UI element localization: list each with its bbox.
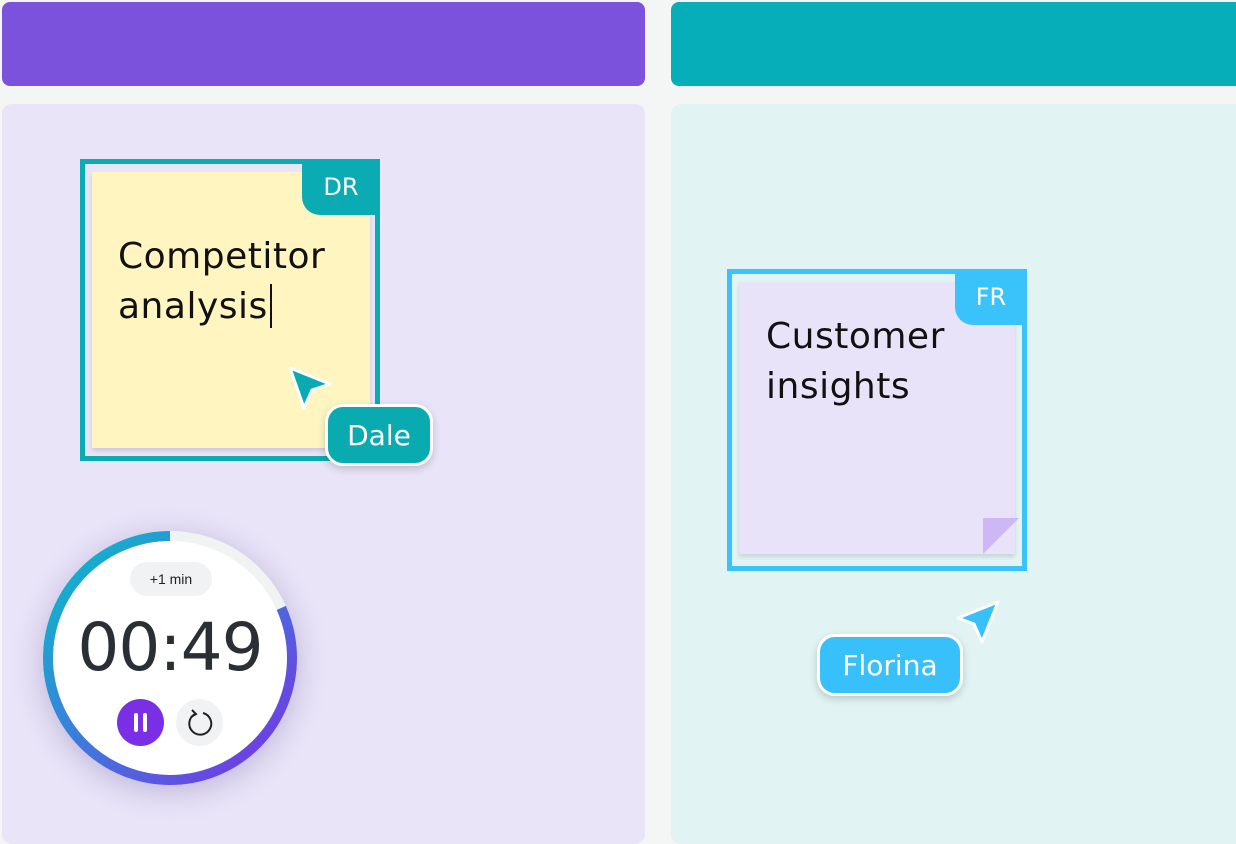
text-caret: [269, 284, 272, 328]
sticky-note-selection-frame[interactable]: [80, 159, 380, 461]
sticky-note-customer[interactable]: Customer insights: [739, 282, 1019, 554]
cursor-arrow-icon: [288, 366, 332, 410]
reset-button[interactable]: [176, 699, 223, 746]
pause-button[interactable]: [117, 699, 164, 746]
note-text-line[interactable]: Competitor: [118, 236, 326, 277]
note-text-line[interactable]: analysis: [118, 286, 268, 327]
pause-icon: [143, 713, 147, 732]
add-one-minute-button[interactable]: +1 min: [130, 562, 212, 596]
note-text-line[interactable]: insights: [766, 366, 911, 407]
sticky-note-competitor[interactable]: Competitor analysis: [92, 172, 370, 448]
timer-widget: +1 min 00:49: [43, 531, 297, 785]
note-text-line[interactable]: Customer: [766, 316, 945, 357]
timer-time: 00:49: [77, 609, 263, 686]
page-curl-icon: [983, 518, 1019, 554]
author-badge: FR: [955, 269, 1027, 325]
cursor-arrow-icon: [956, 600, 1000, 644]
collaborator-name-tag: Dale: [325, 404, 433, 466]
sticky-note-selection-frame[interactable]: [727, 269, 1027, 571]
pause-icon: [134, 713, 138, 732]
column-header-purple: [2, 2, 645, 86]
author-badge: DR: [302, 159, 380, 215]
column-header-teal: [671, 2, 1236, 86]
collaborator-name-tag: Florina: [817, 634, 963, 696]
reset-icon: [188, 709, 213, 736]
timer-progress-ring: [43, 531, 297, 785]
